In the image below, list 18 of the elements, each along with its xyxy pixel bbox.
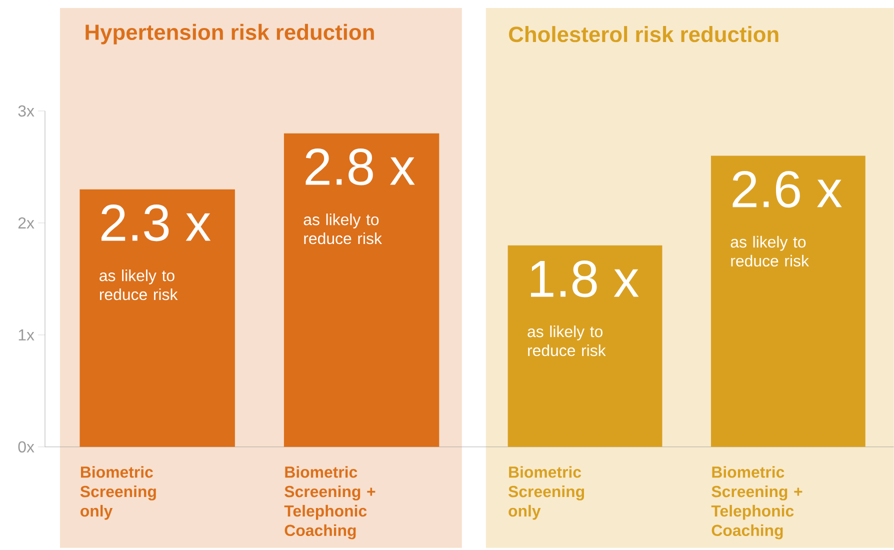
chart-title: Cholesterol risk reduction bbox=[509, 26, 778, 42]
x-tick-label: Biometric Screening + Telephonic Coaching bbox=[711, 466, 802, 540]
annotation: as likely to reduce risk bbox=[528, 326, 606, 356]
x-tick-label: Biometric Screening + Telephonic Coaching bbox=[284, 466, 376, 540]
chart-title: Hypertension risk reduction bbox=[86, 24, 374, 44]
annotation: as likely to reduce risk bbox=[100, 270, 178, 300]
annotation: as likely to reduce risk bbox=[304, 214, 382, 244]
data-label: 2.8 x bbox=[306, 148, 415, 186]
x-tick-label: Biometric Screening only bbox=[80, 466, 156, 520]
y-tick-label: 1x bbox=[18, 329, 34, 340]
data-label: 2.3 x bbox=[102, 204, 211, 242]
data-label: 2.6 x bbox=[732, 171, 842, 208]
annotation: as likely to reduce risk bbox=[730, 236, 809, 267]
x-tick-label: Biometric Screening only bbox=[508, 466, 584, 520]
data-label: 1.8 x bbox=[530, 260, 639, 298]
y-tick-label: 2x bbox=[18, 217, 34, 229]
y-tick-label: 0x bbox=[18, 441, 34, 453]
y-tick-label: 3x bbox=[18, 105, 34, 117]
